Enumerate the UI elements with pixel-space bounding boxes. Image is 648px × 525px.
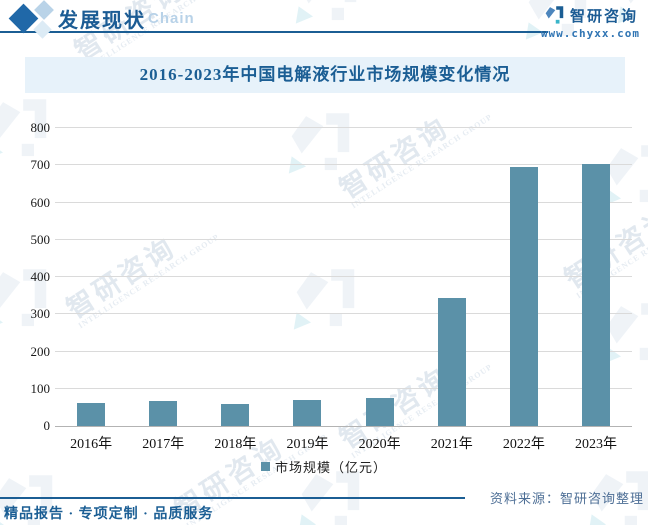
footer-tagline: 精品报告 · 专项定制 · 品质服务 <box>4 507 214 522</box>
x-tick-label: 2019年 <box>286 437 329 452</box>
y-tick-label: 200 <box>30 343 51 359</box>
y-tick-label: 0 <box>43 418 51 433</box>
y-tick-label: 800 <box>30 120 51 135</box>
y-tick-label: 500 <box>30 231 51 247</box>
y-tick-label: 600 <box>30 194 51 210</box>
header-watermark-word: Chain <box>148 10 195 27</box>
gridline <box>55 387 632 389</box>
bar-2016年 <box>77 402 106 426</box>
legend-marker <box>260 462 270 471</box>
y-axis: 0 100 200 300 400 500 600 700 800 <box>18 120 51 433</box>
y-tick-label: 400 <box>30 269 51 284</box>
x-tick-label: 2016年 <box>70 437 113 452</box>
diamond-icon <box>33 20 52 39</box>
gridline <box>55 201 632 203</box>
legend-label: 市场规模（亿元） <box>274 460 387 475</box>
x-axis: 2016年 2017年 2018年 2019年 2020年 2021年 2022年 2023年 <box>55 433 632 453</box>
x-tick-label: 2023年 <box>574 437 617 452</box>
legend: 市场规模（亿元） <box>0 457 648 476</box>
footer-divider <box>0 497 465 499</box>
brand-url: www.chyxx.com <box>540 27 640 40</box>
gridline <box>55 238 632 240</box>
brand-name: 智研咨询 <box>569 8 638 25</box>
header-divider <box>0 31 548 33</box>
y-tick-label: 700 <box>30 157 51 173</box>
x-tick-label: 2022年 <box>502 437 545 452</box>
bar-2022年 <box>509 166 538 426</box>
x-tick-label: 2021年 <box>430 437 473 452</box>
gridline <box>55 313 632 315</box>
plot-area <box>55 127 632 427</box>
y-tick-label: 100 <box>30 380 51 396</box>
chart-title: 2016-2023年中国电解液行业市场规模变化情况 <box>25 57 625 93</box>
gridline <box>55 164 632 166</box>
gridline <box>55 350 632 352</box>
brand: 智研咨询 <box>543 4 638 26</box>
bar-2021年 <box>437 297 466 426</box>
bar-2017年 <box>149 401 178 426</box>
source-text: 资料来源：智研咨询整理 <box>489 491 644 506</box>
gridline <box>55 127 632 128</box>
x-tick-label: 2017年 <box>142 437 185 452</box>
page-title: 发展现状 <box>58 10 146 32</box>
x-tick-label: 2018年 <box>214 437 257 452</box>
brand-logo-icon <box>545 6 564 24</box>
bar-2019年 <box>293 400 322 426</box>
x-tick-label: 2020年 <box>358 437 401 452</box>
bar-2023年 <box>581 164 610 426</box>
y-tick-label: 300 <box>30 306 51 322</box>
header: Chain 发展现状 智研咨询 www.chyxx.com <box>0 0 648 46</box>
bar-2018年 <box>221 403 250 426</box>
bar-2020年 <box>365 397 394 426</box>
gridline <box>55 276 632 277</box>
